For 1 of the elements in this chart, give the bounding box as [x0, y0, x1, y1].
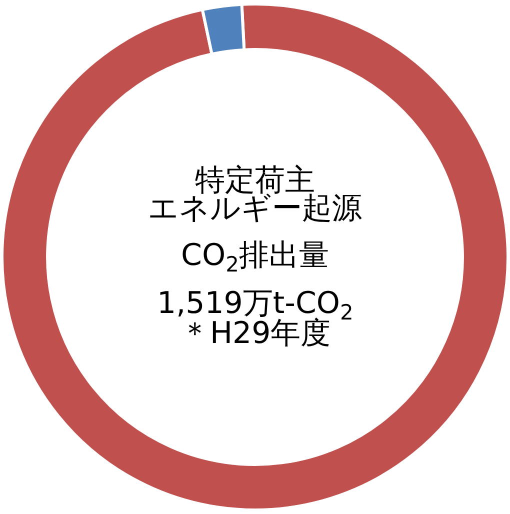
text: CO$_{2}$排出量 [181, 238, 329, 276]
